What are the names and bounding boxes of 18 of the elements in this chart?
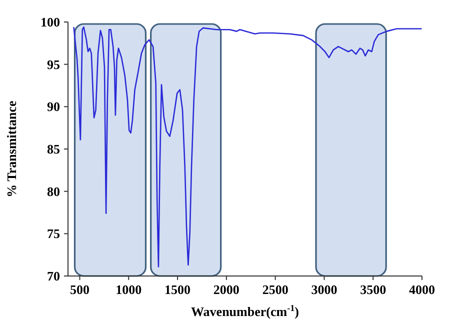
- y-tick-label: 95: [47, 56, 60, 72]
- y-tick-label: 70: [47, 268, 60, 284]
- x-tick-label: 3500: [360, 282, 386, 297]
- y-tick-label: 90: [47, 99, 60, 114]
- x-tick-label: 2500: [262, 282, 288, 297]
- line-series: [73, 26, 422, 268]
- x-tick-label: 1000: [116, 282, 142, 297]
- y-tick-label: 85: [47, 142, 60, 156]
- x-tick-label: 1500: [164, 282, 191, 297]
- x-tick-label: 2000: [213, 282, 240, 297]
- x-tick-label: 500: [70, 282, 90, 297]
- y-tick-label: 100: [40, 14, 60, 30]
- x-tick-label: 3000: [311, 282, 338, 297]
- y-tick-label: 80: [47, 184, 60, 199]
- y-tick-label: 75: [47, 226, 60, 242]
- x-axis-title: Wavenumber(cm$^{-1}$): [191, 303, 299, 319]
- x-tick-label: 4000: [409, 282, 435, 297]
- y-axis-title: % Transmittance: [4, 100, 19, 198]
